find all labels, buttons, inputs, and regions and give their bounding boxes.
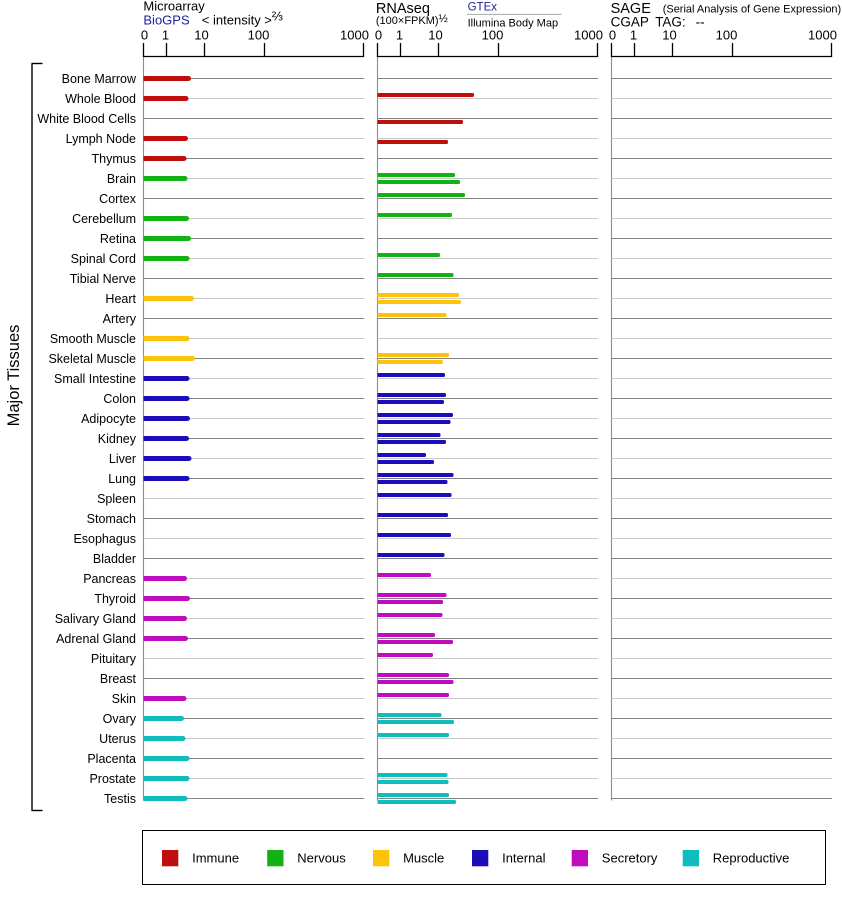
svg-text:(100×FPKM)½: (100×FPKM)½ [376,13,448,27]
svg-text:1000: 1000 [574,28,603,43]
svg-text:Bone Marrow: Bone Marrow [62,72,137,86]
svg-text:1000: 1000 [340,28,369,43]
svg-text:10: 10 [194,28,208,43]
svg-text:Pancreas: Pancreas [83,572,136,586]
svg-text:100: 100 [716,28,738,43]
svg-text:Uterus: Uterus [99,732,136,746]
svg-text:Artery: Artery [103,312,137,326]
svg-text:Colon: Colon [103,392,136,406]
svg-text:Prostate: Prostate [89,772,136,786]
svg-text:Lung: Lung [108,472,136,486]
svg-text:100: 100 [482,28,504,43]
svg-text:Whole Blood: Whole Blood [65,92,136,106]
svg-text:Adrenal Gland: Adrenal Gland [56,632,136,646]
svg-text:10: 10 [662,28,676,43]
svg-text:Reproductive: Reproductive [713,851,790,866]
svg-text:0: 0 [609,28,616,43]
svg-text:Microarray: Microarray [143,0,205,14]
svg-text:Lymph Node: Lymph Node [66,132,136,146]
svg-text:1: 1 [396,28,403,43]
svg-text:1: 1 [162,28,169,43]
svg-text:CGAP: CGAP [611,14,649,29]
svg-text:RNAseq: RNAseq [376,1,430,17]
svg-text:Skin: Skin [112,692,136,706]
svg-text:0: 0 [141,28,148,43]
svg-text:Thyroid: Thyroid [94,592,136,606]
svg-text:Ovary: Ovary [103,712,137,726]
svg-text:100: 100 [248,28,270,43]
svg-text:TAG:: TAG: [655,14,686,29]
svg-text:Nervous: Nervous [297,851,346,866]
svg-text:1: 1 [630,28,637,43]
svg-text:Immune: Immune [192,851,239,866]
svg-text:Cerebellum: Cerebellum [72,212,136,226]
svg-text:Illumina Body Map: Illumina Body Map [468,18,558,30]
svg-text:0: 0 [375,28,382,43]
svg-text:Adipocyte: Adipocyte [81,412,136,426]
svg-text:Testis: Testis [104,792,136,806]
svg-text:SAGE: SAGE [611,1,652,17]
svg-text:Smooth Muscle: Smooth Muscle [50,332,136,346]
svg-text:Thymus: Thymus [92,152,136,166]
svg-text:Bladder: Bladder [93,552,136,566]
svg-text:Muscle: Muscle [403,851,444,866]
svg-text:Secretory: Secretory [602,851,658,866]
svg-text:Esophagus: Esophagus [73,532,136,546]
svg-text:White Blood Cells: White Blood Cells [37,112,136,126]
svg-text:Stomach: Stomach [87,512,136,526]
svg-text:Liver: Liver [109,452,136,466]
svg-text:GTEx: GTEx [468,2,498,14]
svg-text:Kidney: Kidney [98,432,137,446]
svg-text:--: -- [696,14,705,29]
svg-text:Placenta: Placenta [87,752,136,766]
svg-text:(Serial Analysis of Gene Expre: (Serial Analysis of Gene Expression) [663,4,842,16]
svg-text:Major Tissues: Major Tissues [5,325,23,427]
svg-text:Salivary Gland: Salivary Gland [55,612,136,626]
svg-text:Spleen: Spleen [97,492,136,506]
svg-text:Spinal Cord: Spinal Cord [71,252,136,266]
svg-text:1000: 1000 [808,28,837,43]
svg-text:10: 10 [428,28,442,43]
svg-text:Tibial Nerve: Tibial Nerve [70,272,136,286]
svg-text:< intensity >⅔: < intensity >⅔ [202,9,283,28]
svg-text:Brain: Brain [107,172,136,186]
svg-text:Cortex: Cortex [99,192,137,206]
svg-text:BioGPS: BioGPS [143,12,190,27]
svg-text:Breast: Breast [100,672,137,686]
svg-text:Heart: Heart [105,292,136,306]
svg-text:Retina: Retina [100,232,136,246]
svg-text:Pituitary: Pituitary [91,652,137,666]
svg-text:Internal: Internal [502,851,545,866]
svg-text:Skeletal Muscle: Skeletal Muscle [48,352,136,366]
svg-text:Small Intestine: Small Intestine [54,372,136,386]
